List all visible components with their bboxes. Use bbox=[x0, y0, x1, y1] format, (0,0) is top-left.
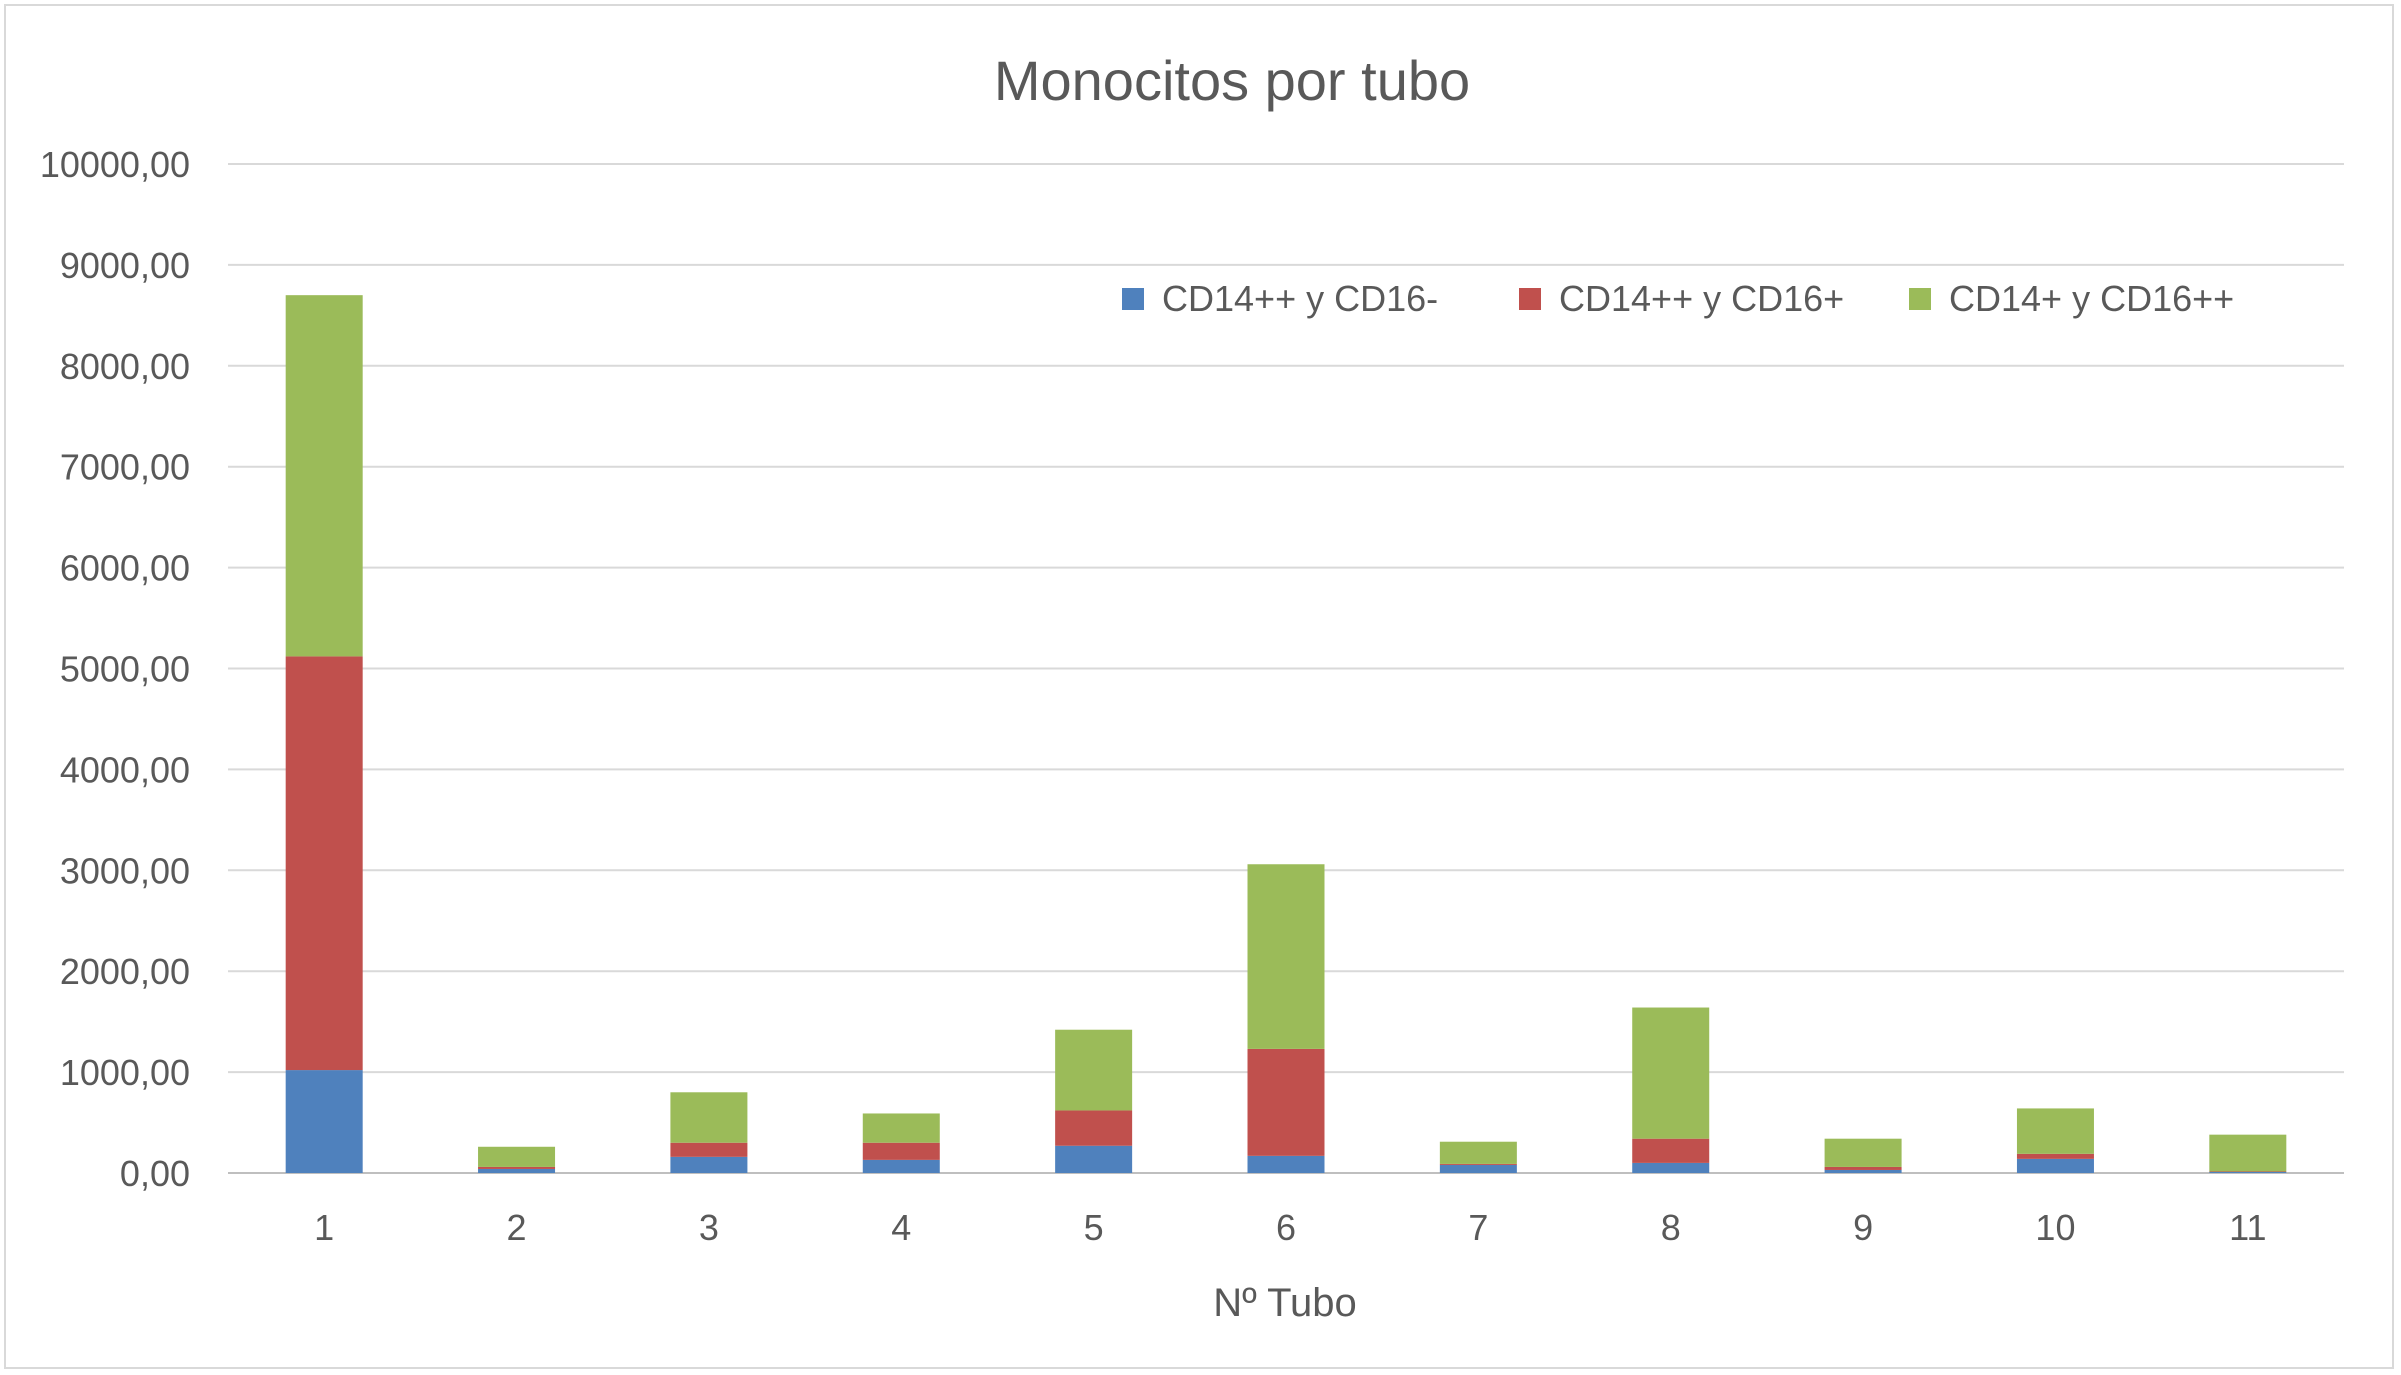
bar-segment-3-tubo-8 bbox=[1632, 1007, 1710, 1139]
x-axis-label: Nº Tubo bbox=[1213, 1281, 1357, 1325]
bar-segment-1-tubo-11 bbox=[2209, 1171, 2287, 1173]
bar-segment-3-tubo-11 bbox=[2209, 1134, 2287, 1172]
legend-label: CD14+ y CD16++ bbox=[1949, 278, 2234, 319]
bar-segment-3-tubo-6 bbox=[1247, 864, 1325, 1049]
legend-swatch bbox=[1122, 288, 1144, 310]
bar-segment-2-tubo-5 bbox=[1055, 1110, 1133, 1146]
bar-segment-1-tubo-8 bbox=[1632, 1162, 1710, 1173]
y-tick-label: 6000,00 bbox=[60, 548, 190, 589]
x-tick-label: 11 bbox=[2229, 1207, 2266, 1248]
y-tick-label: 8000,00 bbox=[60, 346, 190, 387]
bar-segment-2-tubo-6 bbox=[1247, 1048, 1325, 1156]
bar-segment-1-tubo-6 bbox=[1247, 1155, 1325, 1173]
y-tick-label: 2000,00 bbox=[60, 951, 190, 992]
bar-segment-2-tubo-7 bbox=[1439, 1163, 1517, 1165]
bar-segment-1-tubo-7 bbox=[1439, 1164, 1517, 1173]
x-tick-label: 4 bbox=[891, 1207, 911, 1248]
bar-segment-2-tubo-8 bbox=[1632, 1138, 1710, 1163]
bar-segment-1-tubo-1 bbox=[285, 1070, 363, 1173]
bar-segment-1-tubo-3 bbox=[670, 1156, 748, 1173]
y-tick-label: 0,00 bbox=[120, 1153, 190, 1194]
y-tick-label: 1000,00 bbox=[60, 1052, 190, 1093]
bar-segment-3-tubo-1 bbox=[285, 295, 363, 657]
bar-segment-3-tubo-5 bbox=[1055, 1029, 1133, 1111]
bar-segment-3-tubo-3 bbox=[670, 1092, 748, 1143]
y-tick-label: 3000,00 bbox=[60, 850, 190, 891]
bar-segment-2-tubo-10 bbox=[2016, 1153, 2094, 1159]
x-axis-tick-labels: 1 2 3 4 5 6 7 8 9 10 11 bbox=[314, 1207, 2266, 1248]
y-tick-label: 4000,00 bbox=[60, 749, 190, 790]
bar-segment-1-tubo-4 bbox=[862, 1159, 940, 1173]
bar-segment-3-tubo-9 bbox=[1824, 1138, 1902, 1167]
y-tick-label: 5000,00 bbox=[60, 649, 190, 690]
bar-segment-3-tubo-2 bbox=[478, 1146, 556, 1167]
bar-segment-3-tubo-10 bbox=[2016, 1108, 2094, 1154]
y-tick-label: 10000,00 bbox=[40, 144, 190, 185]
legend-label: CD14++ y CD16+ bbox=[1559, 278, 1844, 319]
x-tick-label: 1 bbox=[314, 1207, 334, 1248]
bar-segment-1-tubo-9 bbox=[1824, 1169, 1902, 1173]
gridlines bbox=[228, 163, 2344, 1174]
bar-segment-2-tubo-1 bbox=[285, 656, 363, 1071]
bar-segment-2-tubo-4 bbox=[862, 1142, 940, 1160]
legend-swatch bbox=[1909, 288, 1931, 310]
bar-segment-2-tubo-9 bbox=[1824, 1166, 1902, 1170]
y-axis-tick-labels: 0,00 1000,00 2000,00 3000,00 4000,00 5000,00 6… bbox=[40, 144, 190, 1194]
bar-segment-3-tubo-4 bbox=[862, 1113, 940, 1143]
x-tick-label: 8 bbox=[1661, 1207, 1681, 1248]
y-tick-label: 7000,00 bbox=[60, 447, 190, 488]
bar-segment-1-tubo-2 bbox=[478, 1168, 556, 1173]
bar-segment-1-tubo-10 bbox=[2016, 1158, 2094, 1173]
bar-segment-1-tubo-5 bbox=[1055, 1145, 1133, 1173]
x-tick-label: 2 bbox=[507, 1207, 527, 1248]
x-tick-label: 6 bbox=[1276, 1207, 1296, 1248]
bar-segment-2-tubo-11 bbox=[2209, 1171, 2287, 1172]
x-tick-label: 7 bbox=[1468, 1207, 1488, 1248]
chart-title: Monocitos por tubo bbox=[994, 49, 1470, 112]
legend: CD14++ y CD16- CD14++ y CD16+ CD14+ y CD16… bbox=[1122, 278, 2234, 319]
legend-swatch bbox=[1519, 288, 1541, 310]
legend-label: CD14++ y CD16- bbox=[1162, 278, 1438, 319]
x-tick-label: 5 bbox=[1084, 1207, 1104, 1248]
x-tick-label: 9 bbox=[1853, 1207, 1873, 1248]
chart-frame bbox=[4, 4, 2394, 1369]
bar-segment-3-tubo-7 bbox=[1439, 1141, 1517, 1164]
x-tick-label: 3 bbox=[699, 1207, 719, 1248]
bar-segment-2-tubo-2 bbox=[478, 1166, 556, 1169]
bar-segment-2-tubo-3 bbox=[670, 1142, 748, 1157]
x-tick-label: 10 bbox=[2035, 1207, 2075, 1248]
bars bbox=[285, 295, 2287, 1173]
y-tick-label: 9000,00 bbox=[60, 245, 190, 286]
